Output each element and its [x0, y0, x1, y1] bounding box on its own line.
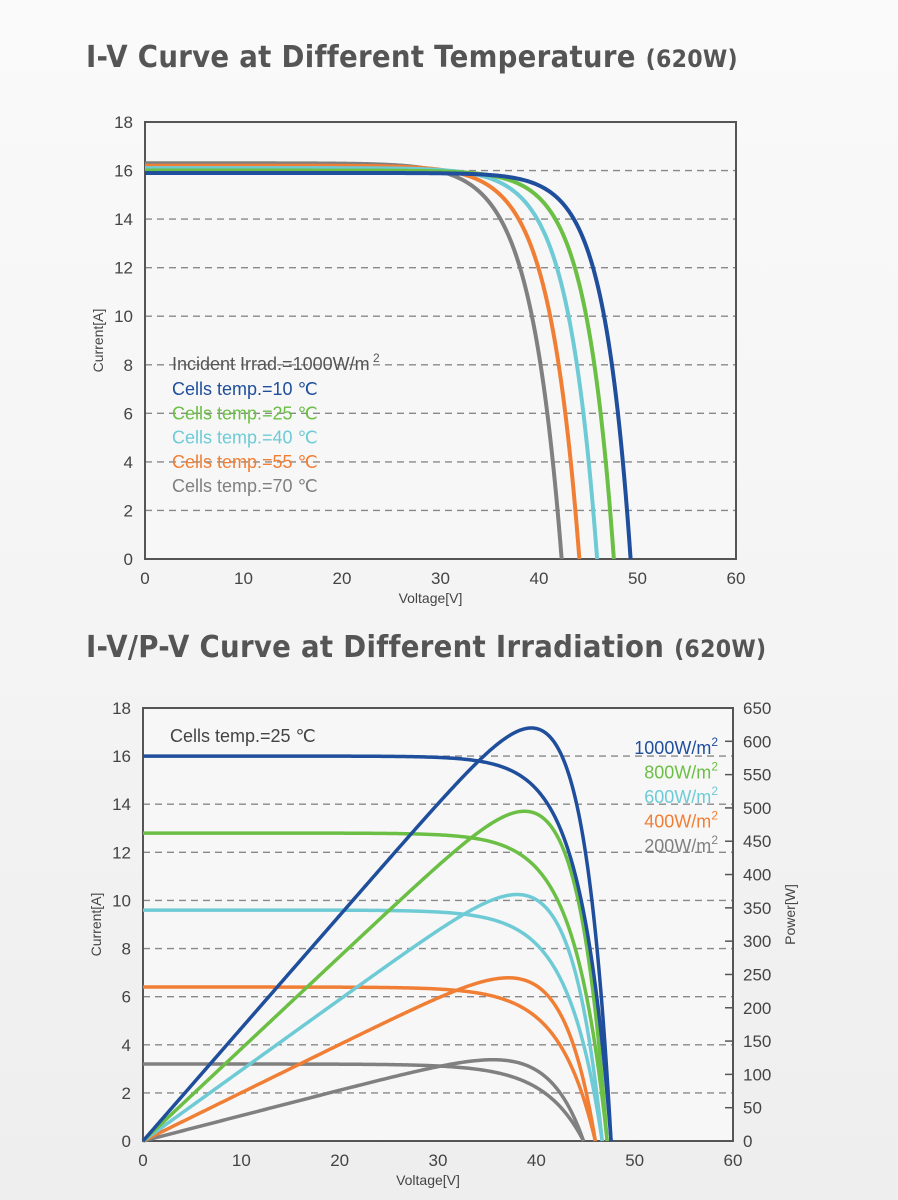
chart2-y-tick-label: 6 [122, 988, 131, 1007]
chart1-x-tick-label: 40 [530, 569, 549, 588]
chart2-y-tick-label: 8 [122, 940, 131, 959]
chart1-y-tick-label: 4 [124, 453, 133, 472]
chart2-pv-line [142, 1057, 586, 1143]
chart1-legend-item: Cells temp.=40 ℃ [172, 428, 318, 448]
chart1-iv-temperature: 0 10 20 30 40 50 60 0 2 4 6 8 10 12 14 16 18 Voltage[V] Cu… [90, 113, 746, 606]
chart2-x-tick-label: 60 [724, 1151, 743, 1170]
chart2-legend-item: 1000W/m2 [634, 735, 718, 758]
chart2-y2-tick-label: 600 [743, 732, 771, 751]
chart2-y-tick-label: 16 [112, 747, 131, 766]
chart2-iv-line [142, 754, 613, 1142]
chart1-annotation-irradiance: Incident Irrad.=1000W/m 2 [172, 351, 380, 374]
chart2-y2-tick-label: 550 [743, 766, 771, 785]
chart1-x-tick-label: 20 [333, 569, 352, 588]
chart2-x-tick-label: 50 [625, 1151, 644, 1170]
chart2-x-axis-label: Voltage[V] [396, 1172, 460, 1188]
chart2-y2-tick-label: 250 [743, 965, 771, 984]
chart2-y-tick-label: 18 [112, 699, 131, 718]
chart2-y2-tick-label: 350 [743, 899, 771, 918]
chart1-legend-item: Cells temp.=10 ℃ [172, 379, 318, 399]
chart2-iv-line [142, 908, 604, 1142]
chart1-series-line [144, 170, 633, 560]
chart1-axes-frame [144, 121, 737, 560]
chart2-y2-axis-label: Power[W] [782, 884, 798, 945]
chart2-x-tick-label: 10 [232, 1151, 251, 1170]
chart2-legend-item: 200W/m2 [644, 833, 718, 856]
chart1-y-tick-label: 16 [114, 162, 133, 181]
chart1-x-tick-label: 60 [727, 569, 746, 588]
chart1-y-tick-label: 0 [124, 550, 133, 569]
chart2-legend-sup: 2 [711, 833, 718, 847]
chart2-pv-line [142, 976, 598, 1143]
chart2-y2-tick-label: 150 [743, 1032, 771, 1051]
chart1-series-line [144, 161, 564, 560]
chart2-legend-item: 600W/m2 [644, 784, 718, 807]
chart1-y-tick-label: 6 [124, 404, 133, 423]
chart2-y2-tick-label: 500 [743, 799, 771, 818]
chart1-title-suffix: (620W) [645, 45, 738, 73]
chart1-series-line [144, 166, 600, 560]
chart2-y2-tick-label: 650 [743, 699, 771, 718]
chart2-y2-tick-label: 50 [743, 1099, 762, 1118]
chart2-x-tick-label: 30 [429, 1151, 448, 1170]
chart2-x-tick-label: 20 [330, 1151, 349, 1170]
chart1-y-axis-label: Current[A] [90, 309, 106, 373]
chart2-x-tick-label: 0 [138, 1151, 147, 1170]
chart2-y-tick-label: 0 [122, 1132, 131, 1151]
chart2-y-axis-label: Current[A] [88, 893, 104, 957]
chart1-x-tick-label: 30 [431, 569, 450, 588]
chart2-pv-line [141, 809, 609, 1143]
chart2-title: I-V/P-V Curve at Different Irradiation (… [86, 630, 766, 665]
chart2-y2-tick-label: 450 [743, 832, 771, 851]
chart2-legend-item: 800W/m2 [644, 760, 718, 783]
chart1-legend-item: Cells temp.=25 ℃ [172, 403, 318, 423]
chart1-annotation-sup: 2 [370, 351, 380, 365]
chart1-y-tick-label: 14 [114, 210, 133, 229]
chart2-title-suffix: (620W) [674, 635, 767, 663]
chart1-x-tick-label: 0 [140, 569, 149, 588]
chart1-x-tick-label: 50 [628, 569, 647, 588]
chart1-y-tick-label: 10 [114, 307, 133, 326]
chart1-y-tick-label: 18 [114, 113, 133, 132]
chart2-y-tick-label: 10 [112, 891, 131, 910]
chart1-legend-item: Cells temp.=55 ℃ [172, 452, 318, 472]
chart2-legend-sup: 2 [711, 784, 718, 798]
chart2-y2-tick-label: 400 [743, 866, 771, 885]
chart2-y2-tick-label: 300 [743, 932, 771, 951]
chart2-legend-sup: 2 [711, 735, 718, 749]
chart1-series-line [144, 168, 616, 560]
chart2-y-tick-label: 2 [122, 1084, 131, 1103]
chart2-title-main: I-V/P-V Curve at Different Irradiation [86, 630, 665, 665]
chart1-title: I-V Curve at Different Temperature (620W… [86, 40, 738, 75]
chart2-y-tick-label: 12 [112, 843, 131, 862]
chart2-pv-line [141, 726, 613, 1143]
chart2-legend-sup: 2 [711, 809, 718, 823]
chart2-iv-line [142, 985, 598, 1142]
chart2-y2-tick-label: 100 [743, 1065, 771, 1084]
chart1-title-main: I-V Curve at Different Temperature [86, 40, 636, 75]
chart1-y-tick-label: 2 [124, 501, 133, 520]
chart2-iv-line [142, 831, 609, 1142]
chart2-y2-tick-label: 200 [743, 999, 771, 1018]
chart2-y-tick-label: 4 [122, 1036, 131, 1055]
chart2-iv-line [142, 1062, 586, 1142]
chart1-x-tick-label: 10 [234, 569, 253, 588]
chart1-y-tick-label: 12 [114, 259, 133, 278]
chart2-y-tick-label: 14 [112, 795, 131, 814]
chart1-series-line [144, 163, 582, 560]
chart1-plot-area [145, 122, 736, 559]
chart1-y-tick-label: 8 [124, 356, 133, 375]
chart1-legend-item: Cells temp.=70 ℃ [172, 476, 318, 496]
chart1-x-axis-label: Voltage[V] [399, 590, 463, 606]
chart2-legend-sup: 2 [711, 760, 718, 774]
chart2-annotation-temp: Cells temp.=25 ℃ [170, 726, 316, 746]
chart2-y2-tick-label: 0 [743, 1132, 752, 1151]
chart2-pv-line [141, 892, 604, 1143]
chart2-x-tick-label: 40 [527, 1151, 546, 1170]
chart2-legend-item: 400W/m2 [644, 809, 718, 832]
chart2-axes-frame [142, 707, 734, 1142]
